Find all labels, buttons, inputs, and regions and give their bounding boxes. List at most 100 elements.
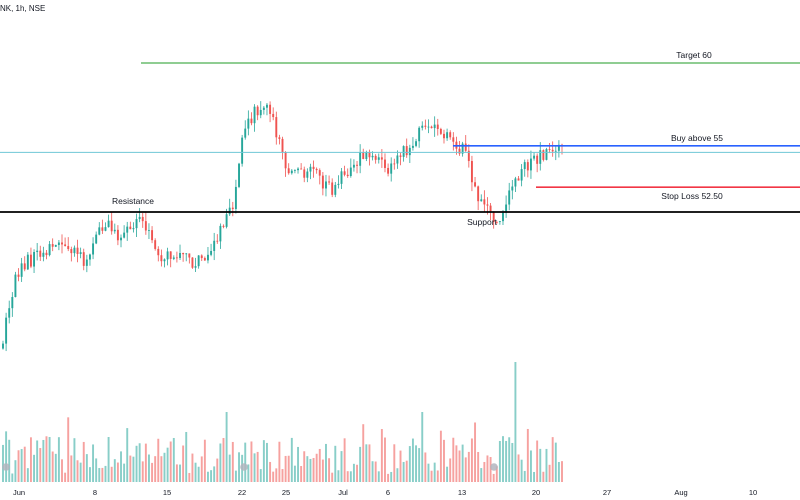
symbol-label: NK, 1h, NSE — [0, 4, 46, 13]
volume-bar — [33, 454, 36, 482]
candle-body — [48, 244, 51, 256]
volume-bar — [505, 440, 508, 482]
x-tick-label: 22 — [238, 488, 246, 497]
candle-body — [377, 157, 380, 160]
candle-body — [266, 104, 268, 108]
candle-body — [390, 163, 393, 174]
volume-bar — [210, 470, 213, 482]
candle-body — [337, 183, 340, 185]
volume-bar — [175, 464, 178, 482]
volume-bar — [231, 441, 234, 482]
dividend-icon[interactable] — [2, 463, 10, 471]
dividend-icon[interactable] — [490, 463, 498, 471]
label-layer: Target 60 Buy above 55 Stop Loss 52.50 Resi… — [112, 50, 723, 227]
candle-body — [82, 252, 85, 266]
volume-bar — [73, 438, 76, 482]
volume-bar — [163, 452, 166, 482]
volume-bar — [61, 459, 63, 482]
candle-body — [207, 254, 209, 261]
candle-body — [548, 149, 551, 150]
volume-bar — [197, 466, 200, 482]
volume-bar — [300, 466, 303, 482]
volume-bar — [393, 444, 396, 482]
candle-body — [281, 138, 284, 153]
candle-body — [17, 274, 20, 277]
candle-body — [123, 232, 126, 238]
candle-body — [36, 250, 39, 253]
volume-bar — [340, 451, 343, 482]
volume-bar — [8, 439, 11, 482]
volume-bar — [557, 461, 560, 482]
x-tick-label: 15 — [163, 488, 171, 497]
candle-body — [477, 186, 480, 202]
candle-body — [421, 125, 424, 128]
candle-body — [14, 274, 17, 298]
volume-bar — [548, 464, 551, 482]
volume-bar — [64, 472, 67, 482]
x-tick-label: 25 — [282, 488, 290, 497]
volume-bar — [297, 446, 299, 482]
candle-body — [384, 159, 386, 168]
candle-body — [446, 132, 449, 139]
volume-bar — [411, 438, 414, 482]
volume-bar — [26, 468, 29, 482]
volume-bar — [384, 437, 386, 482]
candle-body — [470, 161, 473, 183]
candle-body — [33, 252, 36, 267]
candle-body — [203, 258, 206, 261]
candle-body — [231, 207, 234, 210]
candle-body — [365, 152, 368, 159]
volume-bar — [287, 455, 290, 482]
candle-body — [349, 167, 352, 177]
volume-bar — [281, 469, 284, 482]
volume-bar — [154, 456, 157, 482]
volume-bar — [29, 437, 32, 482]
volume-bar — [225, 412, 228, 482]
candle-body — [185, 253, 188, 255]
candle-body — [200, 255, 203, 259]
volume-bar — [511, 442, 514, 482]
candle-body — [514, 178, 517, 187]
volume-bar — [520, 459, 523, 482]
volume-bar — [113, 459, 116, 482]
candle-body — [147, 230, 150, 231]
candle-body — [182, 253, 185, 255]
candle-body — [467, 150, 470, 162]
candle-body — [284, 152, 287, 169]
candle-body — [166, 251, 169, 260]
candle-body — [11, 297, 14, 309]
volume-bar — [312, 457, 315, 482]
volume-bar — [76, 460, 79, 482]
candle-body — [39, 250, 42, 257]
volume-bar — [250, 441, 253, 482]
candle-body — [219, 225, 222, 242]
volume-bar — [346, 471, 349, 482]
dividend-icon[interactable] — [240, 463, 248, 471]
candle-body — [2, 343, 4, 349]
candle-body — [405, 146, 408, 156]
candle-body — [253, 106, 256, 124]
candle-body — [331, 182, 334, 195]
volume-bar — [508, 437, 511, 482]
volume-bar — [110, 466, 113, 482]
volume-bar — [79, 462, 82, 482]
volume-bar — [104, 465, 107, 482]
candle-body — [250, 118, 253, 124]
candle-body — [300, 168, 303, 170]
candle-body — [188, 253, 191, 258]
candle-body — [554, 150, 557, 152]
volume-bar — [17, 450, 20, 482]
volume-bar — [123, 463, 126, 482]
volume-bar — [498, 440, 501, 482]
volume-bar — [247, 464, 250, 482]
candle-body — [449, 132, 452, 138]
candle-body — [492, 212, 495, 222]
volume-bar — [427, 463, 430, 482]
candle-body — [495, 221, 498, 223]
candle-body — [511, 186, 514, 191]
candle-body — [95, 234, 98, 244]
volume-bar — [433, 462, 436, 482]
candle-body — [138, 216, 141, 220]
volume-bar — [362, 424, 365, 482]
